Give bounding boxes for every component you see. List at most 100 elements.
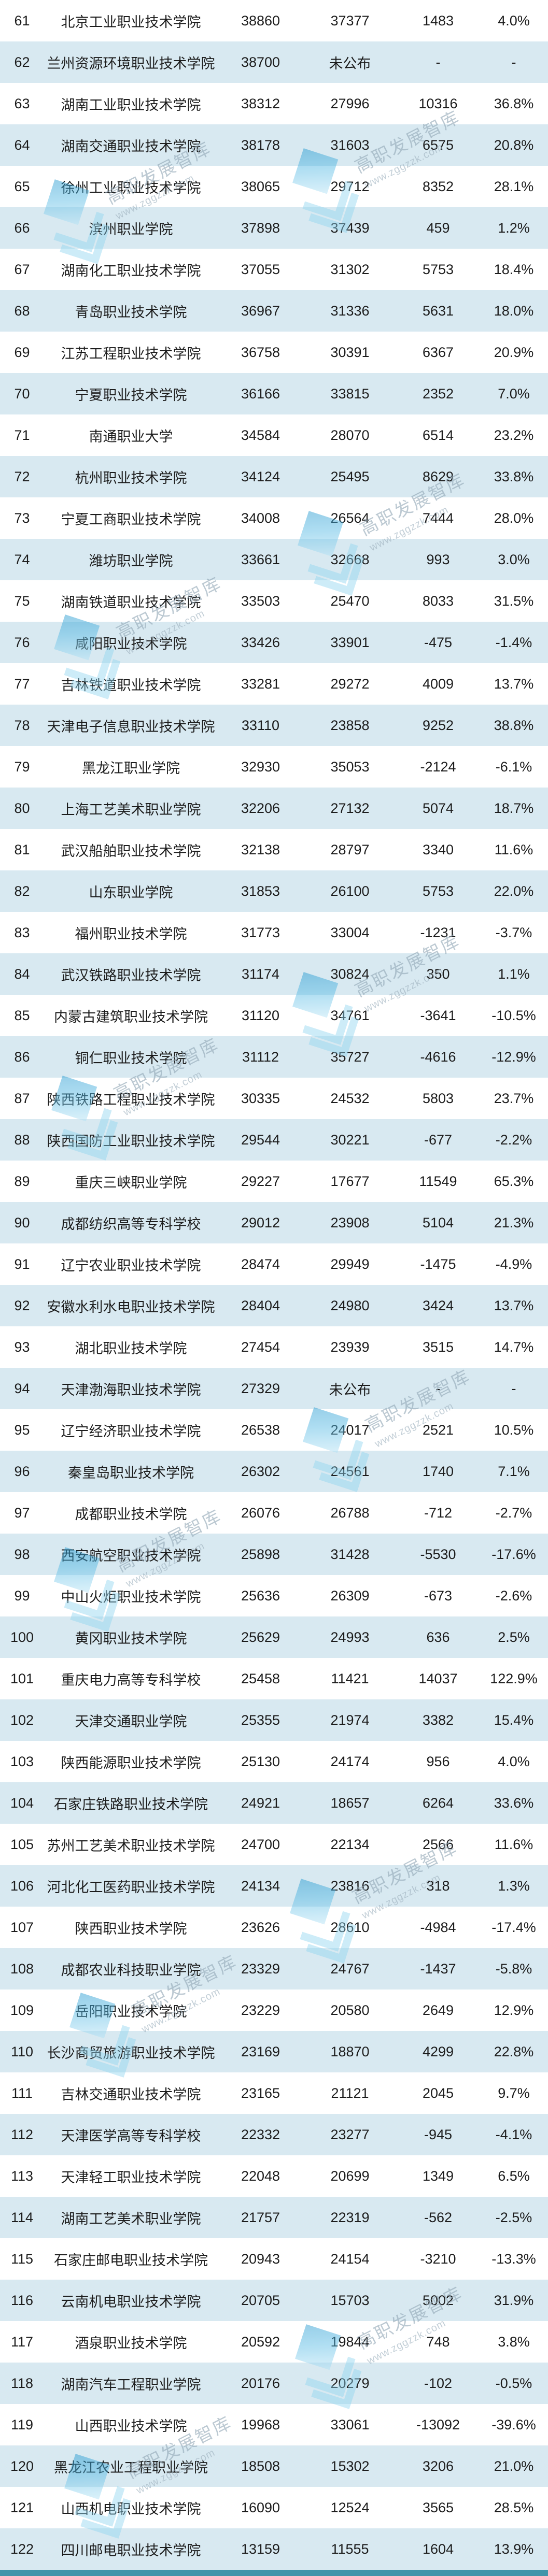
value1-cell: 37898 — [241, 220, 280, 236]
change-cell: 2045 — [422, 2085, 454, 2101]
value2-cell: 24174 — [330, 1753, 370, 1769]
change-pct-cell: 18.0% — [494, 303, 534, 319]
value2-cell: 19844 — [330, 2334, 370, 2350]
school-name-cell: 咸阳职业技术学院 — [75, 636, 187, 652]
change-pct-cell: 20.9% — [494, 344, 534, 360]
school-name-cell: 湖北职业技术学院 — [75, 1340, 187, 1356]
rank-cell: 93 — [14, 1339, 30, 1355]
rank-cell: 92 — [14, 1297, 30, 1313]
change-cell: 8352 — [422, 178, 454, 194]
school-name-cell: 黄冈职业技术学院 — [75, 1630, 187, 1647]
value1-cell: 31773 — [241, 924, 280, 940]
value2-cell: 24980 — [330, 1297, 370, 1313]
table-row: 118 湖南汽车工程职业学院 20176 20279 -102 -0.5% — [0, 2363, 548, 2404]
rank-cell: 118 — [10, 2375, 34, 2391]
value2-cell: 30391 — [330, 344, 370, 360]
table-row: 96 秦皇岛职业技术学院 26302 24561 1740 7.1% — [0, 1451, 548, 1492]
change-pct-cell: -13.3% — [491, 2251, 536, 2267]
value2-cell: 23277 — [330, 2126, 370, 2142]
value1-cell: 36967 — [241, 303, 280, 319]
table-row: 92 安徽水利水电职业技术学院 28404 24980 3424 13.7% — [0, 1285, 548, 1326]
rank-cell: 104 — [10, 1795, 34, 1811]
table-row: 69 江苏工程职业技术学院 36758 30391 6367 20.9% — [0, 332, 548, 373]
change-cell: 3382 — [422, 1712, 454, 1728]
change-cell: -475 — [424, 634, 453, 650]
value2-cell: 33004 — [330, 924, 370, 940]
value1-cell: 22332 — [241, 2126, 280, 2142]
value1-cell: 31174 — [241, 966, 280, 982]
school-name-cell: 安徽水利水电职业技术学院 — [47, 1299, 215, 1315]
value1-cell: 37055 — [241, 261, 280, 277]
value1-cell: 24134 — [241, 1878, 280, 1894]
table-row: 122 四川邮电职业技术学院 13159 11555 1604 13.9% — [0, 2528, 548, 2570]
change-cell: -2124 — [420, 759, 456, 775]
school-name-cell: 山西机电职业技术学院 — [61, 2501, 201, 2517]
rank-cell: 76 — [14, 634, 30, 650]
rank-cell: 66 — [14, 220, 30, 236]
school-name-cell: 潍坊职业学院 — [89, 553, 173, 569]
change-cell: 11549 — [419, 1173, 457, 1189]
value1-cell: 34124 — [241, 468, 280, 484]
change-pct-cell: 18.7% — [494, 800, 534, 816]
change-pct-cell: 28.5% — [494, 2499, 534, 2515]
value1-cell: 29012 — [241, 1214, 280, 1230]
value1-cell: 20592 — [241, 2334, 280, 2350]
change-pct-cell: 21.3% — [494, 1214, 534, 1230]
value2-cell: 27996 — [330, 95, 370, 111]
value1-cell: 23229 — [241, 2002, 280, 2018]
school-name-cell: 宁夏工商职业技术学院 — [61, 511, 201, 527]
rank-cell: 86 — [14, 1049, 30, 1065]
rank-cell: 79 — [14, 759, 30, 775]
value1-cell: 36166 — [241, 385, 280, 402]
school-name-cell: 成都纺织高等专科学校 — [61, 1216, 201, 1232]
school-name-cell: 天津轻工职业技术学院 — [61, 2169, 201, 2185]
change-pct-cell: -4.1% — [495, 2126, 532, 2142]
change-pct-cell: -17.6% — [491, 1546, 536, 1562]
value2-cell: 32668 — [330, 551, 370, 567]
rank-cell: 105 — [10, 1836, 34, 1852]
table-row: 91 辽宁农业职业技术学院 28474 29949 -1475 -4.9% — [0, 1243, 548, 1285]
change-cell: 748 — [426, 2334, 450, 2350]
rank-cell: 69 — [14, 344, 30, 360]
rank-cell: 61 — [14, 12, 30, 28]
table-row: 116 云南机电职业技术学院 20705 15703 5002 31.9% — [0, 2280, 548, 2321]
value2-cell: 12524 — [330, 2499, 370, 2515]
school-name-cell: 天津医学高等专科学校 — [61, 2128, 201, 2144]
rank-cell: 112 — [10, 2126, 34, 2142]
value1-cell: 23329 — [241, 1960, 280, 1977]
change-cell: 3206 — [422, 2458, 454, 2474]
table-row: 68 青岛职业技术学院 36967 31336 5631 18.0% — [0, 290, 548, 332]
value2-cell: 35727 — [330, 1049, 370, 1065]
change-cell: 10316 — [418, 95, 458, 111]
value2-cell: 15302 — [330, 2458, 370, 2474]
change-pct-cell: 13.7% — [494, 1297, 534, 1313]
value1-cell: 23165 — [241, 2085, 280, 2101]
school-name-cell: 成都职业技术学院 — [75, 1506, 187, 1522]
value2-cell: 28070 — [330, 427, 370, 443]
change-pct-cell: 22.0% — [494, 883, 534, 899]
table-row: 72 杭州职业技术学院 34124 25495 8629 33.8% — [0, 456, 548, 497]
school-name-cell: 青岛职业技术学院 — [75, 304, 187, 320]
table-row: 97 成都职业技术学院 26076 26788 -712 -2.7% — [0, 1492, 548, 1534]
change-pct-cell: -3.7% — [495, 924, 532, 940]
school-name-cell: 河北化工医药职业技术学院 — [47, 1879, 215, 1895]
change-pct-cell: 33.8% — [494, 468, 534, 484]
table-row: 86 铜仁职业技术学院 31112 35727 -4616 -12.9% — [0, 1036, 548, 1078]
table-row: 61 北京工业职业技术学院 38860 37377 1483 4.0% — [0, 0, 548, 41]
school-name-cell: 天津交通职业学院 — [75, 1713, 187, 1729]
value1-cell: 32206 — [241, 800, 280, 816]
value2-cell: 26564 — [330, 510, 370, 526]
table-row: 87 陕西铁路工程职业技术学院 30335 24532 5803 23.7% — [0, 1078, 548, 1119]
change-pct-cell: 23.7% — [494, 1090, 534, 1106]
value1-cell: 25130 — [241, 1753, 280, 1769]
change-cell: 3424 — [422, 1297, 454, 1313]
value1-cell: 25629 — [241, 1629, 280, 1645]
school-name-cell: 吉林铁道职业技术学院 — [61, 677, 201, 693]
school-name-cell: 云南机电职业技术学院 — [61, 2294, 201, 2310]
school-name-cell: 吉林交通职业技术学院 — [61, 2086, 201, 2102]
value2-cell: 29272 — [330, 676, 370, 692]
value1-cell: 28404 — [241, 1297, 280, 1313]
rank-cell: 117 — [10, 2334, 34, 2350]
change-pct-cell: 11.6% — [494, 1836, 533, 1852]
rank-cell: 91 — [14, 1256, 30, 1272]
